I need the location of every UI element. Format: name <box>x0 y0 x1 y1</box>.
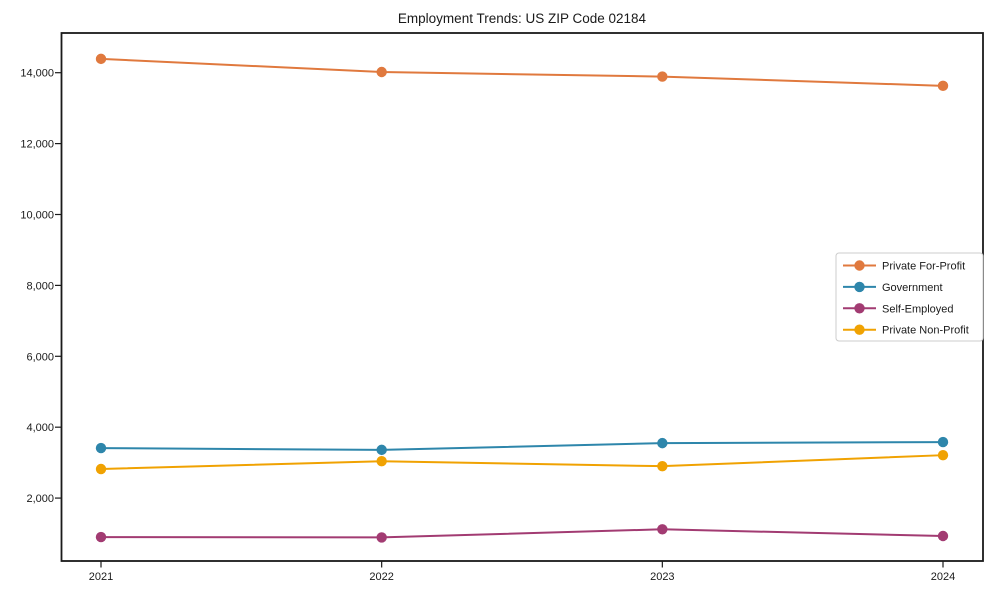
legend-label-self-employed: Self-Employed <box>882 303 954 315</box>
legend-label-private-for-profit: Private For-Profit <box>882 261 965 273</box>
legend-label-private-non-profit: Private Non-Profit <box>882 325 969 337</box>
data-point-private-for-profit-2024 <box>937 80 949 92</box>
legend-marker-self-employed <box>854 303 865 314</box>
y-tick-label: 14,000 <box>20 68 54 80</box>
legend-box <box>835 252 984 342</box>
y-tick-label: 6,000 <box>26 351 54 363</box>
data-point-private-non-profit-2022 <box>376 456 387 467</box>
x-axis: 2021 2022 2023 2024 <box>89 561 955 583</box>
data-point-private-non-profit-2024 <box>937 449 949 461</box>
legend: Private For-Profit Government Self-Employe… <box>835 252 984 342</box>
data-point-private-for-profit-2022 <box>376 66 387 78</box>
data-point-government-2022 <box>376 444 387 456</box>
legend-marker-private-for-profit <box>854 260 865 271</box>
y-tick-label: 2,000 <box>26 493 54 505</box>
x-tick-label: 2021 <box>89 571 113 583</box>
data-point-self-employed-2024 <box>937 530 949 542</box>
data-point-self-employed-2023 <box>657 524 668 535</box>
data-point-private-for-profit-2021 <box>95 53 107 65</box>
data-point-private-for-profit-2023 <box>657 71 668 82</box>
series-line-private-for-profit <box>100 57 944 87</box>
y-tick-label: 10,000 <box>20 209 54 221</box>
x-tick-label: 2023 <box>650 571 674 583</box>
data-point-government-2023 <box>657 437 668 449</box>
y-axis: 2,000 4,000 6,000 8,000 10,000 12,000 14,000 <box>20 68 62 505</box>
y-tick-label: 8,000 <box>26 280 54 292</box>
x-tick-label: 2024 <box>931 571 955 583</box>
data-point-private-non-profit-2023 <box>657 460 668 472</box>
data-point-self-employed-2022 <box>376 532 387 543</box>
data-point-government-2024 <box>937 436 949 448</box>
x-tick-label: 2022 <box>369 571 393 583</box>
legend-marker-private-non-profit <box>854 324 865 335</box>
series-line-self-employed <box>100 528 944 539</box>
series-line-government <box>100 441 944 451</box>
data-point-private-non-profit-2021 <box>95 463 107 475</box>
legend-label-government: Government <box>882 282 943 294</box>
chart-title: Employment Trends: US ZIP Code 02184 <box>398 11 647 26</box>
data-point-government-2021 <box>95 442 107 454</box>
y-tick-label: 4,000 <box>26 422 54 434</box>
series-lines <box>95 53 949 543</box>
y-tick-label: 12,000 <box>20 139 54 151</box>
legend-marker-government <box>854 281 865 293</box>
data-point-self-employed-2021 <box>95 531 107 543</box>
series-line-private-non-profit <box>100 454 944 471</box>
